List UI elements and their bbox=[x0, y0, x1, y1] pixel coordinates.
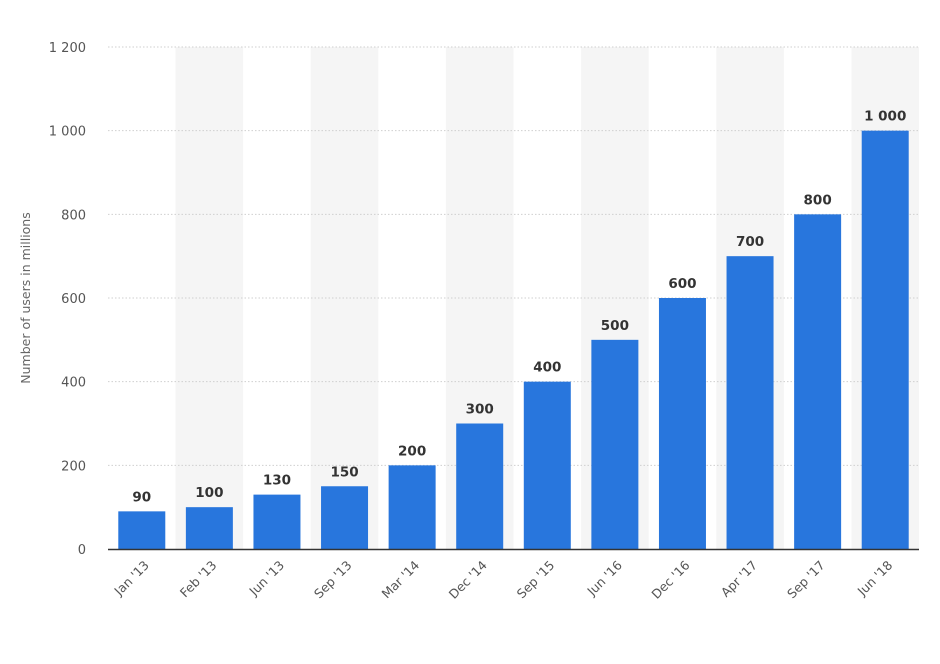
x-axis-ticks: Jan '13 Feb '13 Jun '13 Sep '13 Mar '14 Dec '… bbox=[110, 557, 895, 601]
data-label: 1 000 bbox=[864, 109, 906, 125]
x-tick-label: Jun '13 bbox=[245, 558, 287, 600]
y-tick-label: 1 200 bbox=[49, 41, 86, 56]
y-tick-label: 600 bbox=[61, 292, 86, 307]
data-label: 90 bbox=[132, 489, 151, 505]
gridlines bbox=[108, 46, 919, 466]
bar bbox=[726, 256, 774, 549]
bar bbox=[118, 511, 166, 549]
data-label: 400 bbox=[533, 360, 561, 376]
y-tick-label: 1 000 bbox=[49, 125, 86, 140]
y-tick-label: 800 bbox=[61, 208, 86, 223]
data-label: 600 bbox=[668, 276, 696, 292]
data-labels: 90 100 130 150 200 300 400 500 600 700 800 1 000 bbox=[132, 109, 906, 506]
data-label: 500 bbox=[601, 318, 629, 334]
x-tick-label: Dec '16 bbox=[648, 557, 692, 601]
x-tick-label: Sep '15 bbox=[514, 558, 558, 602]
bar bbox=[861, 130, 909, 549]
y-axis-label: Number of users in millions bbox=[18, 212, 33, 383]
x-tick-label: Feb '13 bbox=[177, 558, 220, 601]
x-tick-label: Sep '13 bbox=[311, 558, 355, 602]
bar bbox=[523, 381, 571, 549]
x-tick-label: Jan '13 bbox=[110, 558, 151, 599]
bar bbox=[658, 298, 706, 549]
x-tick-label: Mar '14 bbox=[378, 557, 422, 601]
data-label: 150 bbox=[330, 464, 358, 480]
x-tick-label: Apr '17 bbox=[718, 558, 760, 600]
data-label: 100 bbox=[195, 485, 223, 501]
data-label: 700 bbox=[736, 234, 764, 250]
data-label: 130 bbox=[263, 473, 291, 489]
bar bbox=[253, 494, 301, 549]
bar bbox=[388, 465, 436, 549]
bar bbox=[321, 486, 369, 549]
data-label: 800 bbox=[804, 192, 832, 208]
y-axis-ticks: 0 200 400 600 800 1 000 1 200 bbox=[49, 41, 86, 558]
bar bbox=[794, 214, 842, 550]
bars bbox=[118, 130, 909, 550]
x-tick-label: Dec '14 bbox=[446, 557, 490, 601]
bar bbox=[185, 507, 233, 549]
x-tick-label: Sep '17 bbox=[784, 558, 828, 602]
y-tick-label: 200 bbox=[61, 459, 86, 474]
data-label: 200 bbox=[398, 443, 426, 459]
bar bbox=[456, 423, 504, 549]
data-label: 300 bbox=[466, 402, 494, 418]
x-tick-label: Jun '18 bbox=[854, 557, 896, 599]
bar bbox=[591, 339, 639, 549]
y-tick-label: 400 bbox=[61, 376, 86, 391]
x-tick-label: Jun '16 bbox=[583, 557, 625, 599]
y-tick-label: 0 bbox=[78, 543, 86, 558]
